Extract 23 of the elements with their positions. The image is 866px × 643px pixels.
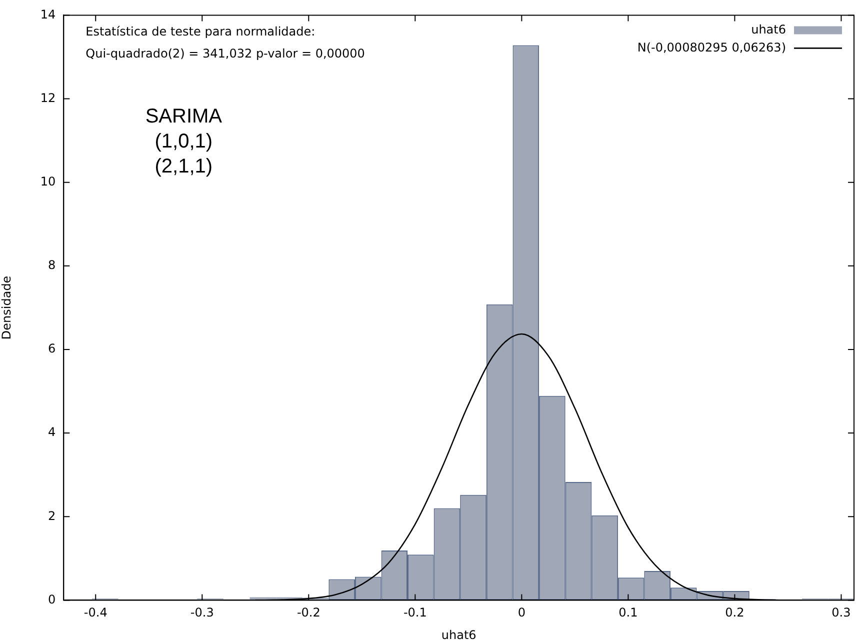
y-tick-label: 10 (40, 174, 56, 188)
y-tick-label: 14 (40, 7, 56, 22)
x-tick-label: 0.3 (832, 606, 851, 620)
y-axis-title: Densidade (0, 276, 14, 340)
x-axis-title: uhat6 (441, 628, 476, 642)
legend-label: N(-0,00080295 0,06263) (637, 40, 786, 54)
x-tick-label: 0.2 (725, 606, 744, 620)
y-tick-label: 8 (48, 258, 56, 272)
annotation: SARIMA (1,0,1) (2,1,1) (145, 106, 223, 178)
x-tick-label: 0.1 (618, 606, 638, 620)
y-tick-label: 12 (40, 90, 56, 105)
x-tick-label: -0.3 (190, 606, 214, 620)
annotation: Estatística de teste para normalidade: (86, 24, 316, 38)
x-tick-label: -0.1 (403, 606, 427, 620)
annotation: Qui-quadrado(2) = 341,032 p-valor = 0,00000 (86, 46, 365, 60)
legend-label: uhat6 (751, 22, 786, 36)
y-tick-label: 4 (48, 425, 56, 440)
y-tick-label: 0 (48, 592, 56, 606)
y-tick-label: 2 (48, 508, 56, 523)
y-tick-label: 6 (48, 342, 56, 356)
x-tick-label: 0 (518, 606, 526, 620)
x-tick-label: -0.2 (296, 606, 320, 620)
x-tick-label: -0.4 (84, 606, 108, 620)
